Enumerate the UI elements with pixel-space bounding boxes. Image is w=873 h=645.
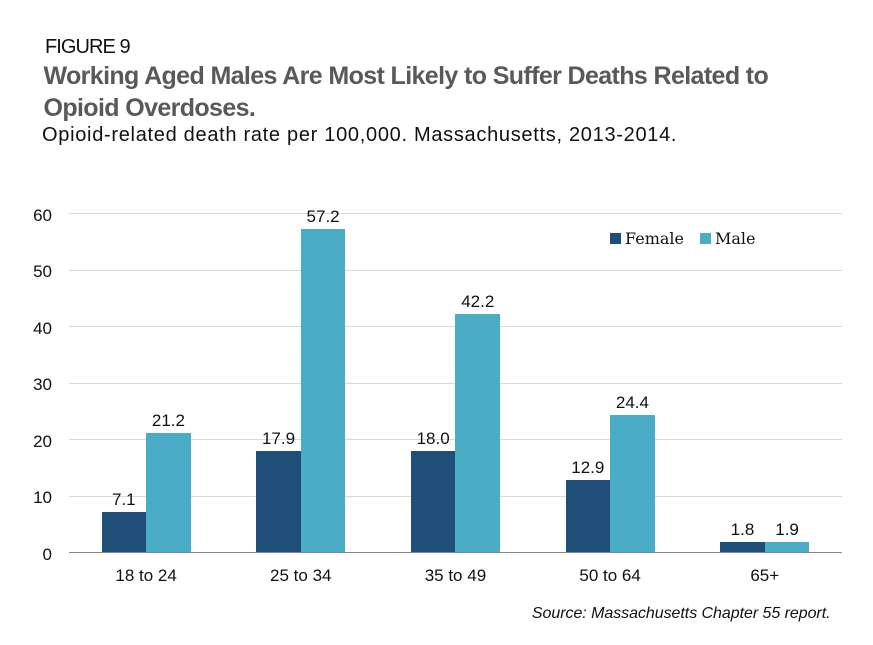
bar-female-50-to-64: [565, 479, 611, 552]
bar-female-35-to-49: [410, 450, 456, 552]
y-axis-tick-label: 50: [33, 262, 52, 282]
legend-swatch-male: [700, 233, 711, 244]
x-axis-line: [68, 551, 843, 554]
x-axis-category-label: 18 to 24: [115, 565, 177, 585]
source-note: Source: Massachusetts Chapter 55 report.: [531, 604, 831, 622]
bar-male-35-to-49: [455, 314, 501, 552]
bar-male-25-to-34: [300, 229, 346, 552]
value-label: 42.2: [461, 291, 495, 311]
bar-male-18-to-24: [146, 432, 191, 552]
legend-item-female: Female: [610, 228, 684, 249]
value-label: 1.9: [775, 519, 799, 539]
x-axis-category-label: 35 to 49: [424, 565, 487, 585]
value-label: 17.9: [261, 429, 296, 449]
bar-female-25-to-34: [256, 451, 301, 552]
figure-title: Working Aged Males Are Most Likely to Su…: [43, 62, 769, 122]
value-label: 12.9: [571, 457, 605, 477]
bar-female-65+: [720, 542, 765, 552]
y-axis-tick-label: 60: [33, 205, 52, 225]
y-axis-tick-label: 30: [33, 375, 52, 395]
gridline-60: [68, 213, 843, 215]
x-axis-category-label: 25 to 34: [270, 565, 332, 585]
value-label: 24.4: [615, 392, 649, 412]
x-axis-category-label: 65+: [750, 565, 780, 585]
value-label: 18.0: [416, 428, 450, 448]
y-axis-tick-label: 20: [33, 431, 52, 451]
chart-legend: Female Male: [610, 228, 756, 249]
legend-label: Male: [715, 229, 756, 248]
value-label: 7.1: [112, 490, 136, 510]
figure-label: FIGURE 9: [45, 36, 131, 58]
legend-label: Female: [625, 229, 684, 248]
bar-male-65+: [764, 541, 810, 552]
gridline-50: [68, 269, 843, 271]
value-label: 21.2: [151, 410, 185, 430]
y-axis-tick-label: 0: [42, 544, 52, 564]
legend-item-male: Male: [700, 228, 756, 249]
x-axis-category-label: 50 to 64: [579, 565, 641, 585]
value-label: 57.2: [306, 207, 340, 227]
figure-subtitle: Opioid-related death rate per 100,000. M…: [42, 124, 678, 146]
value-label: 1.8: [730, 520, 755, 540]
bar-male-50-to-64: [610, 414, 655, 552]
y-axis-tick-label: 10: [33, 488, 52, 508]
y-axis-tick-label: 40: [33, 318, 52, 338]
legend-swatch-female: [610, 233, 621, 244]
bar-female-18-to-24: [101, 512, 147, 552]
